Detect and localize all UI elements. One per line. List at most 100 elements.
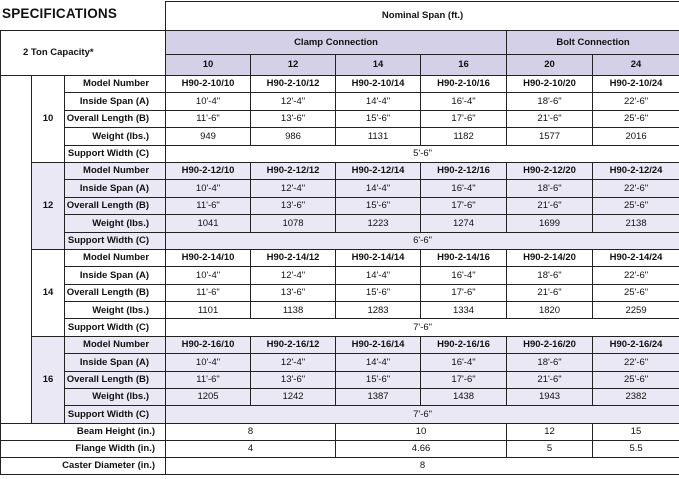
flange-width-label: Flange Width (in.)	[0, 439, 167, 458]
weight-cell: 1078	[250, 214, 337, 233]
caster-diameter-value: 8	[165, 456, 679, 475]
overall-cell: 17'-6"	[420, 283, 508, 303]
row-label-support: Support Width (C)	[63, 405, 167, 424]
caster-diameter-label: Caster Diameter (in.)	[0, 456, 167, 475]
weight-cell: 1182	[420, 127, 508, 146]
row-label-support: Support Width (C)	[63, 231, 167, 250]
overall-cell: 11'-6"	[165, 109, 252, 129]
flange-width-value: 4.66	[335, 439, 508, 458]
weight-cell: 2259	[592, 301, 679, 320]
overall-cell: 11'-6"	[165, 196, 252, 216]
overall-cell: 15'-6"	[335, 370, 422, 390]
flange-width-value: 4	[165, 439, 337, 458]
row-label-model: Model Number	[63, 74, 167, 94]
model-cell: H90-2-12/24	[592, 161, 679, 181]
weight-cell: 1041	[165, 214, 252, 233]
inside-cell: 16'-4"	[420, 179, 508, 198]
overall-cell: 17'-6"	[420, 196, 508, 216]
support-width-cell: 7'-6"	[165, 318, 679, 337]
support-width-cell: 5'-6"	[165, 144, 679, 163]
flange-width-value: 5	[506, 439, 594, 458]
weight-cell: 986	[250, 127, 337, 146]
beam-height-value: 8	[165, 422, 337, 441]
weight-cell: 1205	[165, 388, 252, 407]
model-cell: H90-2-16/12	[250, 335, 337, 355]
beam-height-value: 12	[506, 422, 594, 441]
model-cell: H90-2-14/24	[592, 248, 679, 268]
inside-cell: 14'-4"	[335, 179, 422, 198]
weight-cell: 1334	[420, 301, 508, 320]
height-12: 12	[31, 161, 65, 250]
overall-cell: 21'-6"	[506, 283, 594, 303]
overall-cell: 13'-6"	[250, 370, 337, 390]
model-cell: H90-2-14/16	[420, 248, 508, 268]
row-label-inside: Inside Span (A)	[63, 179, 167, 198]
row-label-weight: Weight (lbs.)	[63, 301, 167, 320]
weight-cell: 2016	[592, 127, 679, 146]
overall-cell: 25'-6"	[592, 109, 679, 129]
row-label-weight: Weight (lbs.)	[63, 388, 167, 407]
overall-cell: 15'-6"	[335, 283, 422, 303]
row-label-weight: Weight (lbs.)	[63, 127, 167, 146]
model-cell: H90-2-16/16	[420, 335, 508, 355]
model-cell: H90-2-14/10	[165, 248, 252, 268]
model-cell: H90-2-10/12	[250, 74, 337, 94]
model-cell: H90-2-10/14	[335, 74, 422, 94]
support-width-cell: 6'-6"	[165, 231, 679, 250]
model-cell: H90-2-12/10	[165, 161, 252, 181]
row-label-inside: Inside Span (A)	[63, 92, 167, 111]
inside-cell: 14'-4"	[335, 353, 422, 372]
inside-cell: 10'-4"	[165, 92, 252, 111]
beam-height-value: 15	[592, 422, 679, 441]
row-label-overall: Overall Length (B)	[63, 109, 167, 129]
model-cell: H90-2-14/12	[250, 248, 337, 268]
inside-cell: 18'-6"	[506, 92, 594, 111]
row-label-overall: Overall Length (B)	[63, 370, 167, 390]
model-cell: H90-2-10/10	[165, 74, 252, 94]
weight-cell: 1131	[335, 127, 422, 146]
weight-cell: 1223	[335, 214, 422, 233]
weight-cell: 1577	[506, 127, 594, 146]
span-header-10: 10	[165, 54, 252, 76]
span-header-12: 12	[250, 54, 337, 76]
inside-cell: 16'-4"	[420, 353, 508, 372]
span-header-16: 16	[420, 54, 508, 76]
weight-cell: 1820	[506, 301, 594, 320]
support-width-cell: 7'-6"	[165, 405, 679, 424]
row-label-model: Model Number	[63, 335, 167, 355]
row-label-overall: Overall Length (B)	[63, 283, 167, 303]
overall-cell: 13'-6"	[250, 283, 337, 303]
model-cell: H90-2-14/14	[335, 248, 422, 268]
inside-cell: 22'-6"	[592, 179, 679, 198]
model-cell: H90-2-16/10	[165, 335, 252, 355]
model-cell: H90-2-10/16	[420, 74, 508, 94]
overall-cell: 15'-6"	[335, 109, 422, 129]
inside-cell: 22'-6"	[592, 92, 679, 111]
model-cell: H90-2-16/14	[335, 335, 422, 355]
span-header-14: 14	[335, 54, 422, 76]
capacity-label: 2 Ton Capacity*	[0, 30, 167, 76]
model-cell: H90-2-10/20	[506, 74, 594, 94]
overall-cell: 13'-6"	[250, 196, 337, 216]
weight-cell: 949	[165, 127, 252, 146]
model-cell: H90-2-12/16	[420, 161, 508, 181]
row-label-support: Support Width (C)	[63, 318, 167, 337]
overall-cell: 21'-6"	[506, 370, 594, 390]
inside-cell: 16'-4"	[420, 266, 508, 285]
weight-cell: 1699	[506, 214, 594, 233]
row-label-weight: Weight (lbs.)	[63, 214, 167, 233]
model-cell: H90-2-16/24	[592, 335, 679, 355]
model-cell: H90-2-14/20	[506, 248, 594, 268]
row-label-inside: Inside Span (A)	[63, 266, 167, 285]
overall-cell: 25'-6"	[592, 283, 679, 303]
specifications-title: SPECIFICATIONS	[2, 6, 118, 21]
weight-cell: 2138	[592, 214, 679, 233]
weight-cell: 1274	[420, 214, 508, 233]
weight-cell: 1101	[165, 301, 252, 320]
overall-cell: 25'-6"	[592, 370, 679, 390]
overall-cell: 11'-6"	[165, 370, 252, 390]
model-cell: H90-2-12/20	[506, 161, 594, 181]
inside-cell: 14'-4"	[335, 266, 422, 285]
overall-cell: 17'-6"	[420, 370, 508, 390]
